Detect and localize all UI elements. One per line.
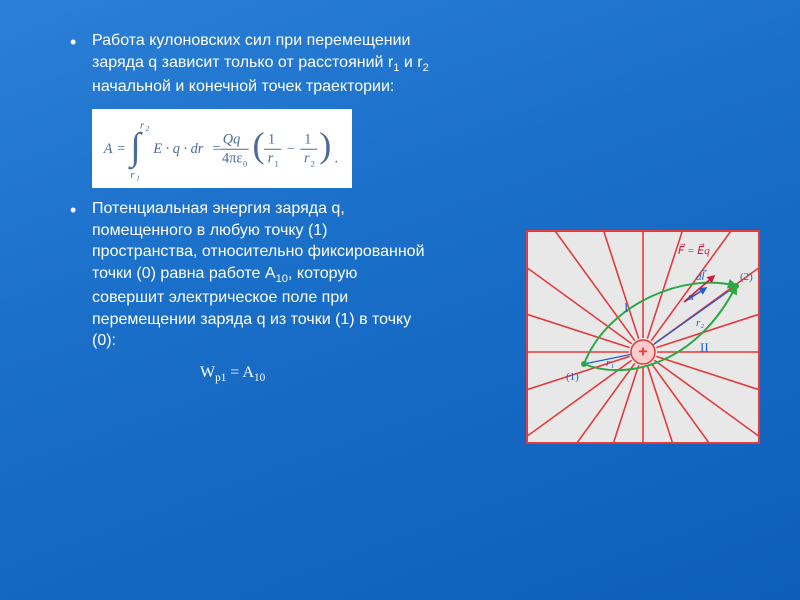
f1-t2-num: 1 — [304, 132, 311, 148]
f1-upper: r — [140, 121, 145, 132]
f1-t1-den: r — [268, 151, 274, 167]
field-ray — [528, 232, 635, 341]
bullet-1: Работа кулоновских сил при перемещении з… — [70, 30, 430, 97]
point-1 — [581, 361, 587, 367]
field-ray — [528, 363, 635, 442]
text-column: Работа кулоновских сил при перемещении з… — [70, 30, 430, 384]
f1-eq1: = — [117, 142, 125, 158]
formula-1: A = ∫ r 2 r 1 E · q · dr = Qq — [92, 109, 352, 188]
f1-int-sign: ∫ — [128, 126, 143, 170]
formula-1-svg: A = ∫ r 2 r 1 E · q · dr = Qq — [98, 113, 346, 184]
field-rays — [528, 232, 758, 442]
f1-upper-sub: 2 — [146, 125, 150, 134]
f2-eq: = — [226, 364, 242, 381]
displacement-label: dl⃗ — [696, 269, 707, 283]
field-ray — [528, 234, 632, 343]
f1-lparen: ( — [253, 125, 265, 165]
f1-frac-num: Qq — [223, 132, 240, 148]
bullet-1-pre: Работа кулоновских сил при перемещении з… — [92, 32, 410, 71]
f2-lhs-sub: p1 — [215, 372, 226, 384]
f1-t1-den-sub: 1 — [274, 159, 278, 169]
path1-label: I — [624, 300, 628, 315]
field-ray — [581, 232, 638, 339]
radius-label: r₂ — [696, 317, 704, 329]
field-diagram-svg: r₁ r₂ I II (1) (2) dl⃗ F⃗ = E⃗q α + — [528, 232, 758, 442]
bullet-1-post: начальной и конечной точек траектории: — [92, 78, 394, 95]
radius-label: r₁ — [606, 357, 614, 369]
f2-lhs-pre: W — [200, 364, 215, 381]
field-ray — [656, 356, 758, 413]
bullet-list: Работа кулоновских сил при перемещении з… — [70, 30, 430, 384]
f2-rhs-sub: 10 — [254, 372, 265, 384]
bullet-2-pre: Потенциальная энергия заряда q, помещенн… — [92, 200, 425, 282]
f1-lower: r — [130, 170, 135, 181]
path2-label: II — [700, 340, 709, 355]
f1-lower-sub: 1 — [136, 174, 140, 183]
f1-frac-den-pre: 4πε — [222, 151, 242, 167]
f1-lhs: A — [103, 142, 113, 158]
f1-period: . — [335, 151, 339, 167]
f1-integrand: E · q · dr — [152, 142, 203, 158]
field-ray — [528, 290, 630, 347]
field-ray — [651, 363, 758, 442]
central-charge-label: + — [638, 344, 647, 361]
f1-t2-den-sub: 2 — [311, 159, 315, 169]
f1-frac-den-sub: 0 — [243, 159, 247, 169]
point-2 — [733, 283, 739, 289]
f1-t1-num: 1 — [268, 132, 275, 148]
f1-t2-den: r — [304, 151, 310, 167]
angle-label: α — [688, 291, 694, 303]
bullet-1-mid: и r — [399, 54, 422, 71]
f1-rparen: ) — [319, 125, 331, 165]
field-ray — [528, 356, 630, 413]
f1-minus: − — [287, 142, 295, 158]
bullet-2-sub1: 10 — [276, 273, 288, 285]
bullet-1-sub2: 2 — [423, 62, 429, 74]
f1-eq2: = — [212, 142, 220, 158]
point-1-label: (1) — [566, 371, 579, 383]
field-diagram: r₁ r₂ I II (1) (2) dl⃗ F⃗ = E⃗q α + — [526, 230, 760, 444]
point-2-label: (2) — [740, 271, 753, 283]
bullet-2: Потенциальная энергия заряда q, помещенн… — [70, 198, 430, 352]
f2-rhs-pre: A — [242, 364, 254, 381]
formula-2: Wp1 = A10 — [200, 364, 430, 384]
slide: Работа кулоновских сил при перемещении з… — [0, 0, 800, 600]
force-label: F⃗ = E⃗q — [678, 243, 710, 257]
